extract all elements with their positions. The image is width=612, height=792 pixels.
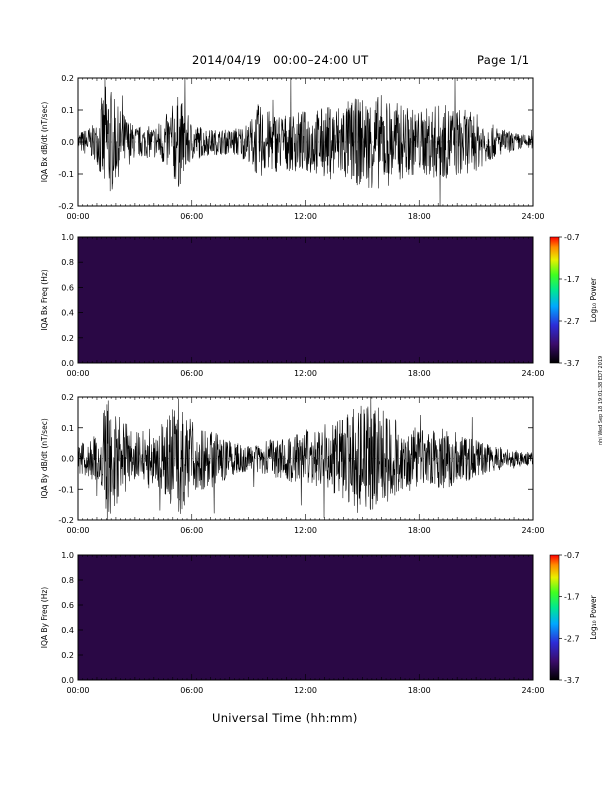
panel-2-ytick-label: 0.2 (61, 334, 74, 343)
panel-1-ytick-label: -0.1 (58, 170, 74, 179)
panel-3-xtick-label: 18:00 (408, 526, 431, 535)
panel-3-xtick-label: 12:00 (294, 526, 317, 535)
panel-3-ytick-label: 0.0 (61, 455, 74, 464)
panel-1-ylabel: IQA Bx dB/dt (nT/sec) (40, 102, 49, 183)
panel-4-colorbar (549, 554, 560, 681)
panel-3-ytick-label: 0.2 (61, 393, 74, 402)
panel-4-xtick-label: 06:00 (180, 686, 203, 695)
panel-2-xtick-label: 24:00 (521, 369, 544, 378)
panel-4-colorbar-tick-label: -2.7 (564, 634, 580, 643)
panel-3-ytick-label: 0.1 (61, 424, 74, 433)
panel-2-colorbar-label: Log₁₀ Power (589, 277, 598, 322)
panel-4-xtick-label: 00:00 (66, 686, 89, 695)
panel-4-colorbar-label: Log₁₀ Power (589, 594, 598, 639)
panel-2-colorbar-tick-label: -1.7 (564, 275, 580, 284)
panel-1-ytick-label: 0.0 (61, 138, 74, 147)
panel-4-xtick-label: 18:00 (408, 686, 431, 695)
panel-1-xtick-label: 06:00 (180, 212, 203, 221)
panel-1-xtick-label: 12:00 (294, 212, 317, 221)
panel-4-ytick-label: 0.6 (61, 601, 74, 610)
panel-3-ytick-label: -0.2 (58, 516, 74, 525)
panel-2-xtick-label: 06:00 (180, 369, 203, 378)
panel-2-ytick-label: 0.4 (61, 309, 74, 318)
panel-2-ytick-label: 0.0 (61, 359, 74, 368)
panel-4-xtick-label: 24:00 (521, 686, 544, 695)
panel-4-colorbar-tick-label: -0.7 (564, 551, 580, 560)
panel-2-colorbar (549, 236, 560, 364)
panel-4-xtick-label: 12:00 (294, 686, 317, 695)
panel-2-ylabel: IQA Bx Freq (Hz) (40, 269, 49, 331)
panel-2-colorbar-tick-label: -2.7 (564, 317, 580, 326)
panel-3-xtick-label: 24:00 (521, 526, 544, 535)
page-number: Page 1/1 (477, 53, 530, 67)
panel-1-ytick-label: -0.2 (58, 202, 74, 211)
panel-4-colorbar-tick-label: -1.7 (564, 593, 580, 602)
panel-3-xtick-label: 06:00 (180, 526, 203, 535)
panel-1-waveform (77, 77, 534, 207)
panel-1-xtick-label: 24:00 (521, 212, 544, 221)
panel-1-ytick-label: 0.2 (61, 74, 74, 83)
panel-3-ytick-label: -0.1 (58, 485, 74, 494)
panel-2-ytick-label: 0.8 (61, 258, 74, 267)
panel-2-ytick-label: 1.0 (61, 233, 74, 242)
panel-2-xtick-label: 00:00 (66, 369, 89, 378)
panel-2-ytick-label: 0.6 (61, 283, 74, 292)
panel-3-xtick-label: 00:00 (66, 526, 89, 535)
panel-2-xtick-label: 12:00 (294, 369, 317, 378)
panel-4-ytick-label: 0.8 (61, 576, 74, 585)
panel-4-colorbar-tick-label: -3.7 (564, 676, 580, 685)
panel-2-spectrogram-bg (78, 237, 533, 363)
x-axis-title: Universal Time (hh:mm) (212, 711, 358, 725)
panel-2-colorbar-tick-label: -3.7 (564, 359, 580, 368)
panel-2-colorbar-tick-label: -0.7 (564, 233, 580, 242)
panel-4-ytick-label: 0.2 (61, 651, 74, 660)
panel-4-spectrogram-bg (78, 555, 533, 680)
panel-3-ylabel: IQA By dB/dt (nT/sec) (40, 418, 49, 499)
panel-3-waveform (77, 396, 534, 521)
panel-2-xtick-label: 18:00 (408, 369, 431, 378)
panel-1-ytick-label: 0.1 (61, 106, 74, 115)
page-title: 2014/04/19 00:00–24:00 UT (192, 53, 369, 67)
panel-4-ylabel: IQA By Freq (Hz) (40, 587, 49, 649)
panel-1-xtick-label: 00:00 (66, 212, 89, 221)
panel-4-ytick-label: 0.0 (61, 676, 74, 685)
panel-4-ytick-label: 1.0 (61, 551, 74, 560)
panel-1-xtick-label: 18:00 (408, 212, 431, 221)
panel-4-ytick-label: 0.4 (61, 626, 74, 635)
